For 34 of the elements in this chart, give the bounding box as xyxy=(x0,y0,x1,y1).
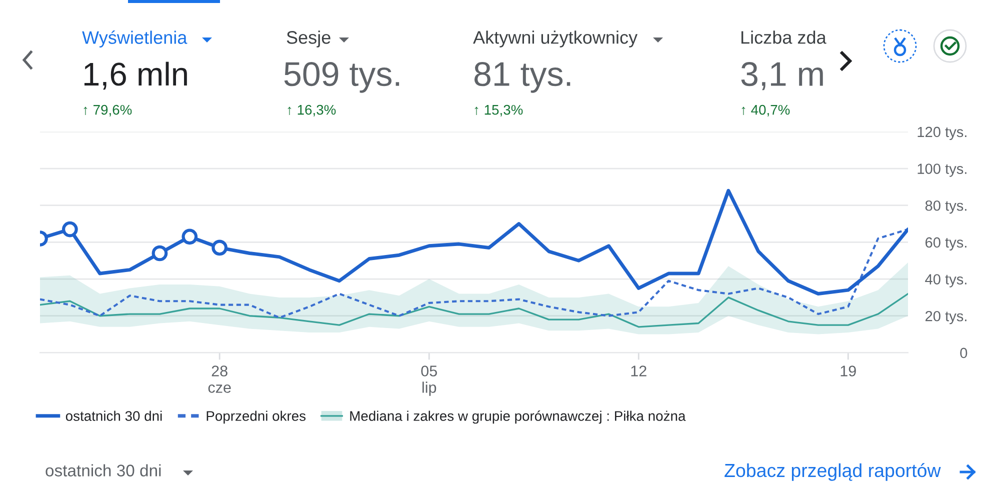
text: Aktywni użytkownicy xyxy=(473,30,638,48)
x-tick-label: 28 cze xyxy=(208,366,231,393)
point xyxy=(182,228,198,245)
point xyxy=(62,221,78,238)
text: ↑ 79,6% xyxy=(84,104,132,116)
y-tick-label: 120 tys. xyxy=(918,126,966,140)
legend-label: Mediana i zakres w grupie porównawczej : Piłka nożna xyxy=(350,410,686,424)
text: 509 tys. xyxy=(284,62,400,93)
text: Zobacz przegląd raportów xyxy=(724,463,941,481)
line-series xyxy=(40,292,908,328)
y-tick-label: 60 tys. xyxy=(926,237,966,251)
y-tick-label: 80 tys. xyxy=(925,200,966,214)
x-tick-label: 12 xyxy=(631,366,646,376)
y-tick-label: 40 tys. xyxy=(925,274,966,288)
text: ostatnich 30 dni xyxy=(46,464,161,476)
y-tick-label: 20 tys. xyxy=(926,310,966,324)
y-tick-label: 0 xyxy=(960,348,968,358)
text: 81 tys. xyxy=(474,62,570,93)
point xyxy=(212,240,228,256)
y-tick-label: 100 tys. xyxy=(918,164,966,177)
legend-label: Poprzedni okres xyxy=(206,410,306,424)
text: ↑ 15,3% xyxy=(474,104,523,116)
line-series xyxy=(40,228,908,319)
text: ↑ 40,7% xyxy=(742,104,790,116)
x-tick-label: 05 lip xyxy=(421,366,437,396)
text: Sesje xyxy=(286,30,330,48)
x-tick-label: 19 xyxy=(840,366,856,376)
legend-label: ostatnich 30 dni xyxy=(66,410,162,421)
text: ↑ 16,3% xyxy=(288,104,336,116)
chart-title: Wyświetlenia xyxy=(82,30,188,48)
text: Liczba zda xyxy=(741,30,826,44)
text: 3,1 m xyxy=(741,62,823,90)
text: 1,6 mln xyxy=(84,62,187,90)
point xyxy=(152,245,168,262)
